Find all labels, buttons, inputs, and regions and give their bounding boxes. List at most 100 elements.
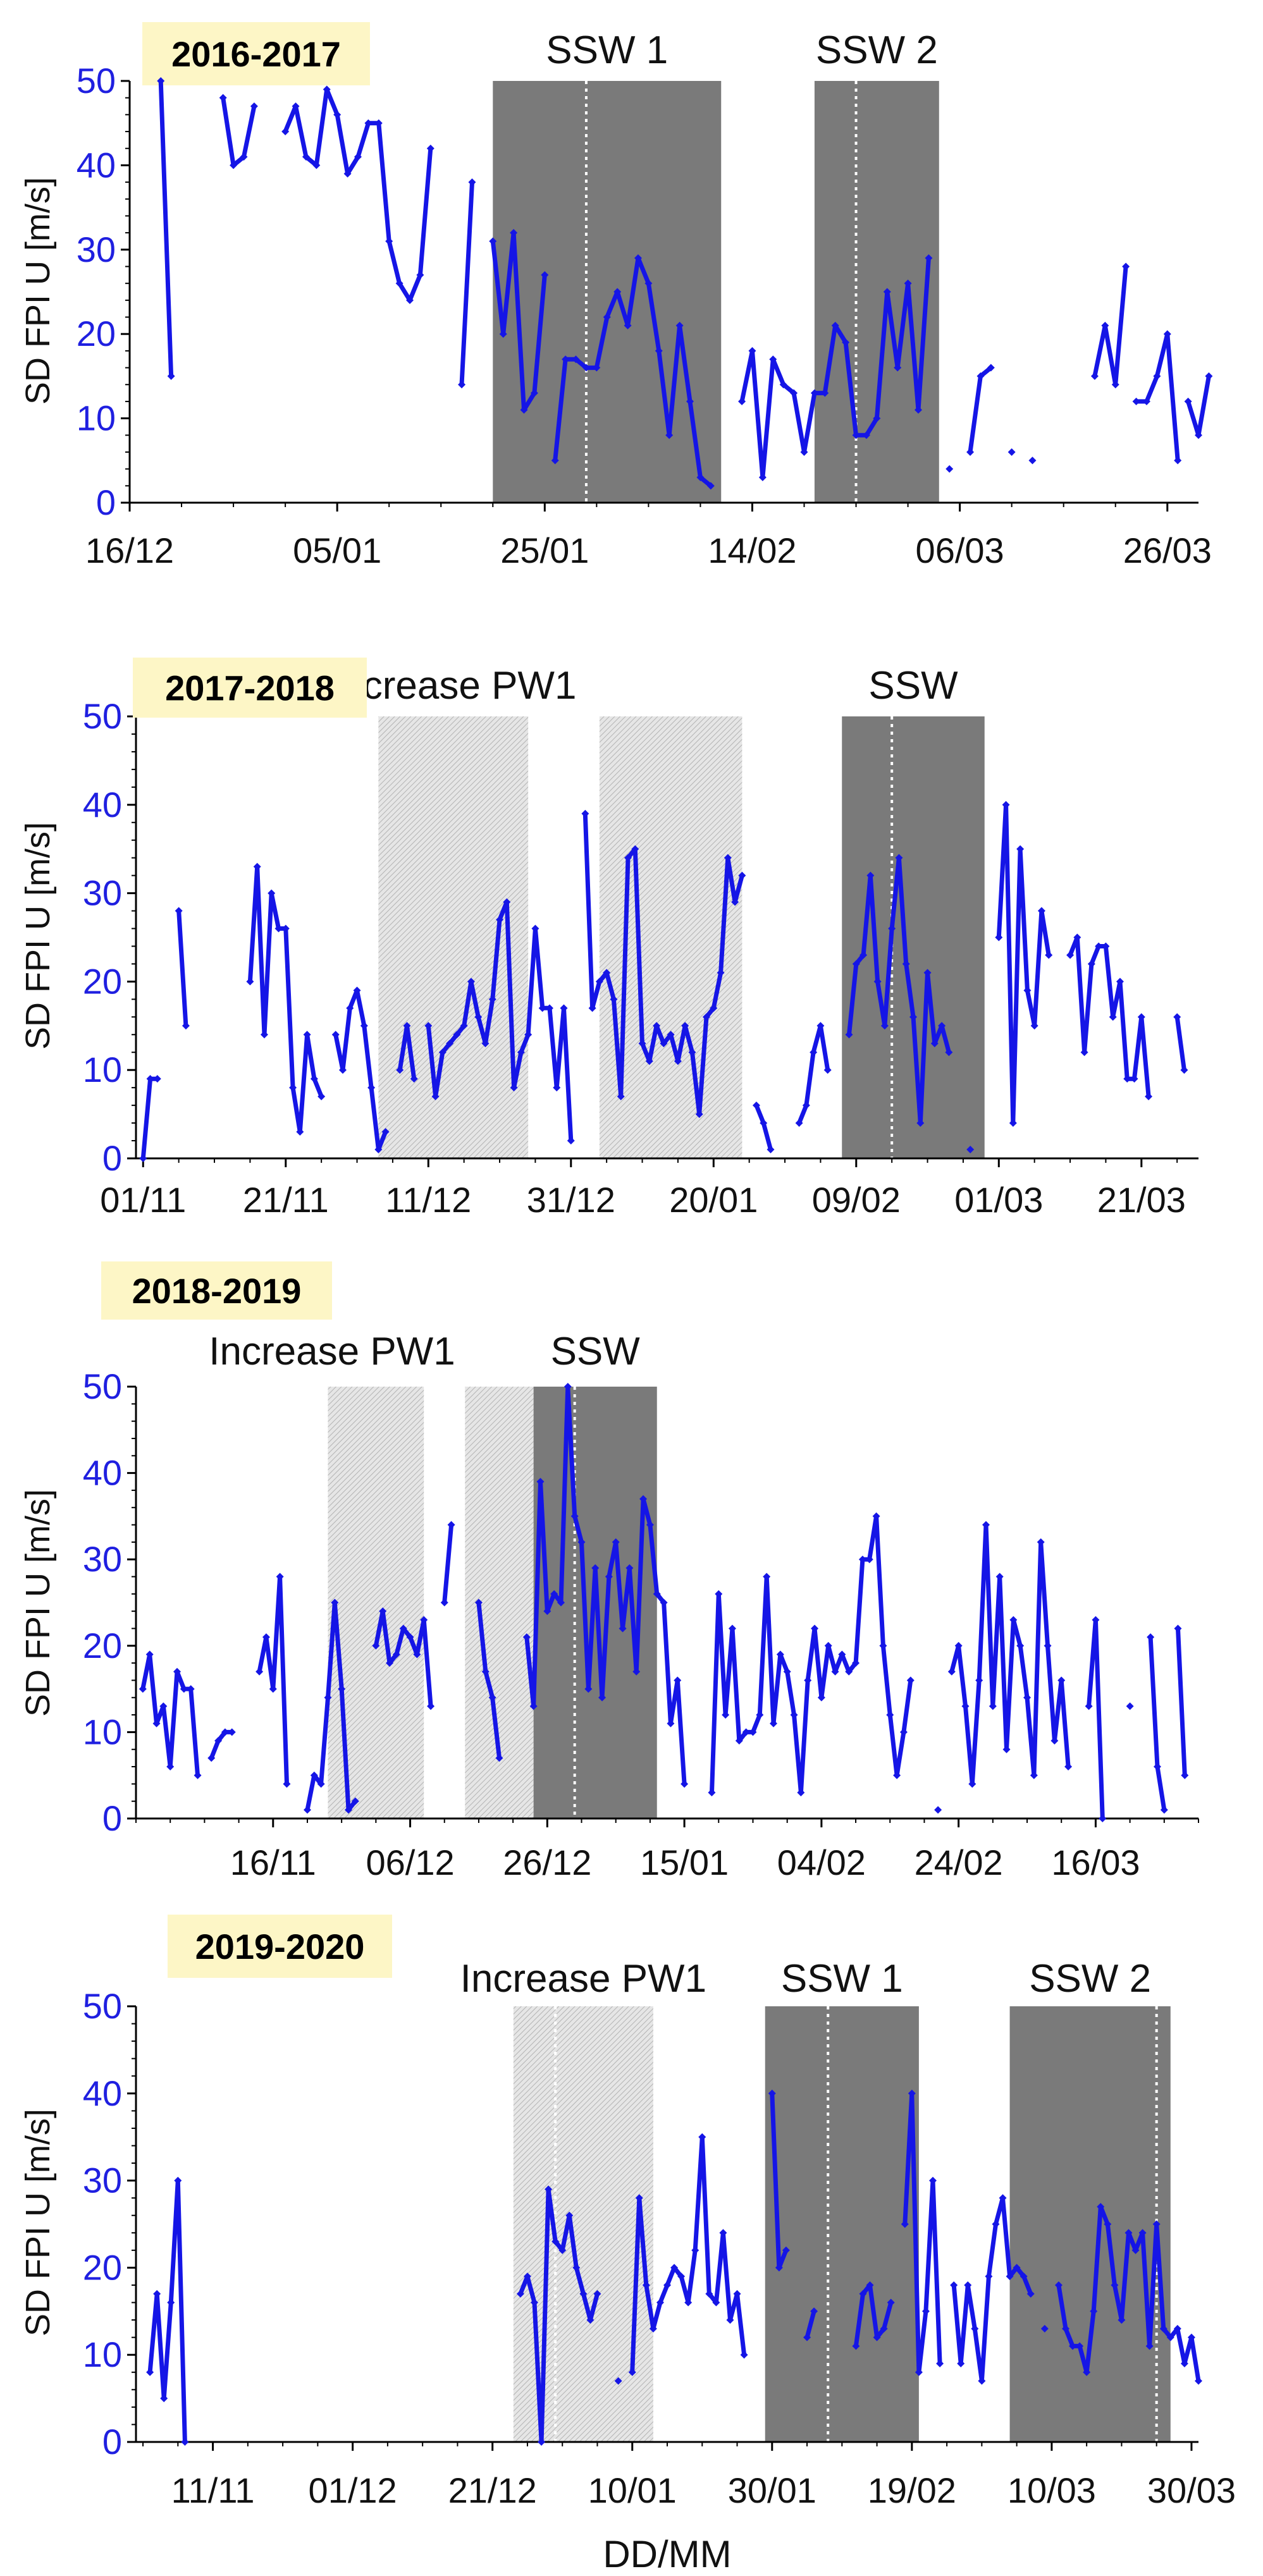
data-point [1023, 986, 1032, 995]
data-point [899, 1728, 908, 1736]
data-point [312, 161, 321, 169]
data-point [982, 1521, 990, 1529]
series-line [949, 1523, 1071, 1786]
data-point [1123, 1075, 1131, 1083]
panel-2017-2018: Increase PW1 SSW 0 10 20 30 40 50 01/11 21/11 11/1… [19, 658, 1198, 1220]
y-tick-label: 10 [83, 1050, 122, 1089]
data-point [427, 1702, 435, 1710]
data-point [538, 1004, 546, 1012]
data-point [292, 102, 300, 111]
x-tick-label: 25/01 [500, 531, 589, 570]
ssw-region [493, 81, 722, 503]
data-point [995, 1573, 1004, 1581]
data-point [1132, 397, 1140, 405]
data-point [489, 237, 497, 245]
data-point [1159, 2324, 1168, 2333]
y-tick-label: 50 [83, 1986, 122, 2026]
data-point [1090, 372, 1099, 380]
data-point [453, 1031, 461, 1039]
data-point [950, 2281, 958, 2289]
season-badge [101, 1261, 332, 1320]
data-point [364, 119, 373, 127]
x-tick-label: 21/11 [243, 1180, 329, 1220]
data-point [520, 406, 528, 414]
data-point [276, 1573, 284, 1581]
data-point [908, 2089, 916, 2097]
data-point [167, 372, 175, 380]
data-point [858, 1555, 866, 1564]
y-tick-label: 0 [102, 2422, 122, 2462]
data-point [447, 1521, 455, 1529]
data-point [842, 338, 850, 347]
data-point [152, 1719, 161, 1727]
x-tick-label: 01/12 [309, 2470, 397, 2510]
data-point [420, 1616, 428, 1624]
y-tick-label: 30 [83, 1539, 122, 1579]
data-point [372, 1641, 380, 1650]
data-point [530, 389, 538, 397]
data-point [1016, 1641, 1025, 1650]
data-point [529, 1702, 538, 1710]
data-point [250, 102, 258, 111]
data-point [1102, 942, 1110, 950]
data-point [989, 1702, 997, 1710]
data-point [351, 1797, 359, 1805]
data-point [1101, 321, 1109, 329]
data-point [610, 995, 618, 1003]
x-axis-label: DD/MM [603, 2533, 731, 2575]
data-point [769, 355, 777, 364]
data-point [396, 1066, 404, 1074]
data-point [551, 2238, 560, 2246]
season-badge [142, 22, 370, 85]
data-point [139, 1685, 147, 1693]
data-point [182, 1022, 190, 1030]
data-point [395, 279, 404, 288]
data-point [810, 1048, 818, 1057]
data-point [722, 1711, 730, 1719]
series-line [853, 2283, 894, 2348]
x-tick-label: 19/02 [868, 2470, 956, 2510]
data-point [157, 77, 165, 85]
data-point [749, 1728, 757, 1736]
data-point [1173, 2324, 1181, 2333]
data-point [880, 2324, 888, 2333]
data-point [865, 1555, 873, 1564]
data-point [756, 1711, 764, 1719]
data-point [852, 2342, 860, 2350]
data-point [706, 482, 715, 490]
data-point [145, 1650, 154, 1659]
x-tick-label: 09/02 [812, 1180, 901, 1220]
data-point [588, 1004, 596, 1012]
data-point [260, 1031, 268, 1039]
data-point [159, 1702, 168, 1710]
data-point [804, 1676, 812, 1684]
data-point [523, 2272, 531, 2281]
y-tick-label: 20 [77, 314, 116, 353]
ssw-region [814, 81, 939, 503]
data-point [474, 1598, 483, 1607]
data-point [570, 1512, 579, 1520]
data-point [795, 1119, 803, 1127]
data-point [410, 1075, 418, 1083]
data-point [1195, 431, 1202, 439]
data-point [289, 1084, 297, 1092]
series-line [459, 180, 474, 387]
data-point [1045, 951, 1053, 959]
data-point [1023, 1693, 1032, 1702]
data-point [894, 364, 902, 372]
x-tick-label: 16/03 [1051, 1843, 1140, 1882]
data-point [246, 978, 254, 986]
data-point [440, 1598, 448, 1607]
data-point [510, 1084, 518, 1092]
data-point [281, 924, 290, 933]
data-point [810, 389, 818, 397]
data-point [1037, 1538, 1045, 1546]
data-point [392, 1650, 400, 1659]
data-point [346, 1004, 354, 1012]
data-point [603, 313, 611, 321]
data-point [635, 2194, 643, 2202]
series-line [1092, 264, 1128, 387]
data-point [767, 1146, 775, 1154]
data-point [468, 178, 476, 187]
